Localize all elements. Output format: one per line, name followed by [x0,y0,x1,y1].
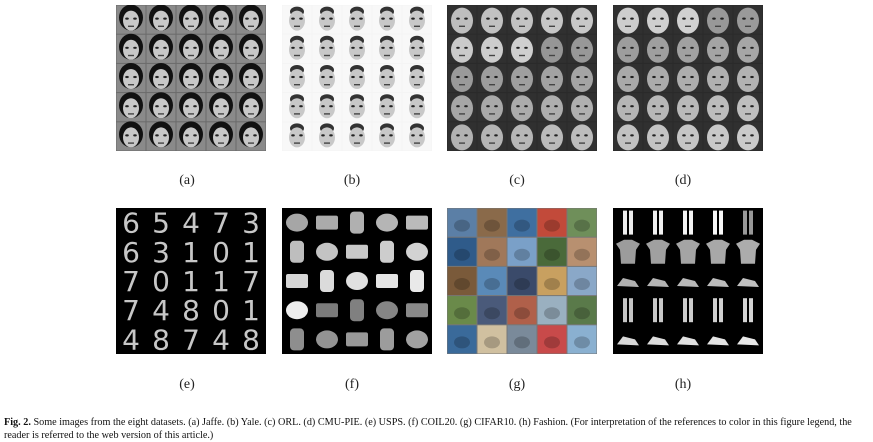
usps-digit: 0 [152,265,170,298]
figure-panel-c [447,5,597,151]
usps-digit: 6 [122,208,140,240]
usps-digit: 0 [212,294,230,327]
subfigure-label-g: (g) [508,377,526,392]
usps-digit: 4 [122,323,140,354]
usps-digit: 8 [152,323,170,354]
figure-panel-a [116,5,266,151]
usps-digit: 1 [242,236,260,269]
yale-faces-image [282,5,432,151]
subfigure-label-b: (b) [343,173,361,188]
usps-digit: 3 [242,208,260,240]
figure-panel-b [282,5,432,151]
usps-digits-image: 6 5 4 7 36 3 1 0 17 0 1 1 77 4 8 0 14 8 7 4 8 [116,208,266,354]
usps-digit: 7 [122,265,140,298]
cifar10-image [447,208,597,354]
subfigure-label-a: (a) [179,173,195,188]
figure-number: Fig. 2. [4,417,31,428]
subfigure-label-c: (c) [509,173,525,188]
fashion-image [613,208,763,354]
usps-digit: 3 [152,236,170,269]
usps-digit: 7 [122,294,140,327]
subfigure-label-f: (f) [345,377,359,392]
usps-digit: 4 [152,294,170,327]
orl-faces-image [447,5,597,151]
usps-digit: 4 [182,208,200,240]
usps-digit: 8 [242,323,260,354]
usps-digit: 1 [242,294,260,327]
usps-digit: 1 [182,236,200,269]
usps-digit: 7 [182,323,200,354]
jaffe-faces-image [116,5,266,151]
figure-panel-f [282,208,432,354]
coil20-objects-image [282,208,432,354]
usps-digit: 1 [212,265,230,298]
usps-digit: 4 [212,323,230,354]
usps-digit: 7 [242,265,260,298]
subfigure-label-h: (h) [674,377,692,392]
usps-digit: 7 [212,208,230,240]
usps-digit: 0 [212,236,230,269]
figure-panel-h [613,208,763,354]
usps-digit: 5 [152,208,170,240]
subfigure-label-d: (d) [674,173,692,188]
figure-caption: Fig. 2. Some images from the eight datas… [4,416,872,442]
figure-panel-g [447,208,597,354]
usps-digit: 8 [182,294,200,327]
usps-digit: 1 [182,265,200,298]
usps-digit: 6 [122,236,140,269]
figure-panel-d [613,5,763,151]
caption-text: Some images from the eight datasets. (a)… [4,417,852,441]
cmu-pie-faces-image [613,5,763,151]
subfigure-label-e: (e) [179,377,195,392]
